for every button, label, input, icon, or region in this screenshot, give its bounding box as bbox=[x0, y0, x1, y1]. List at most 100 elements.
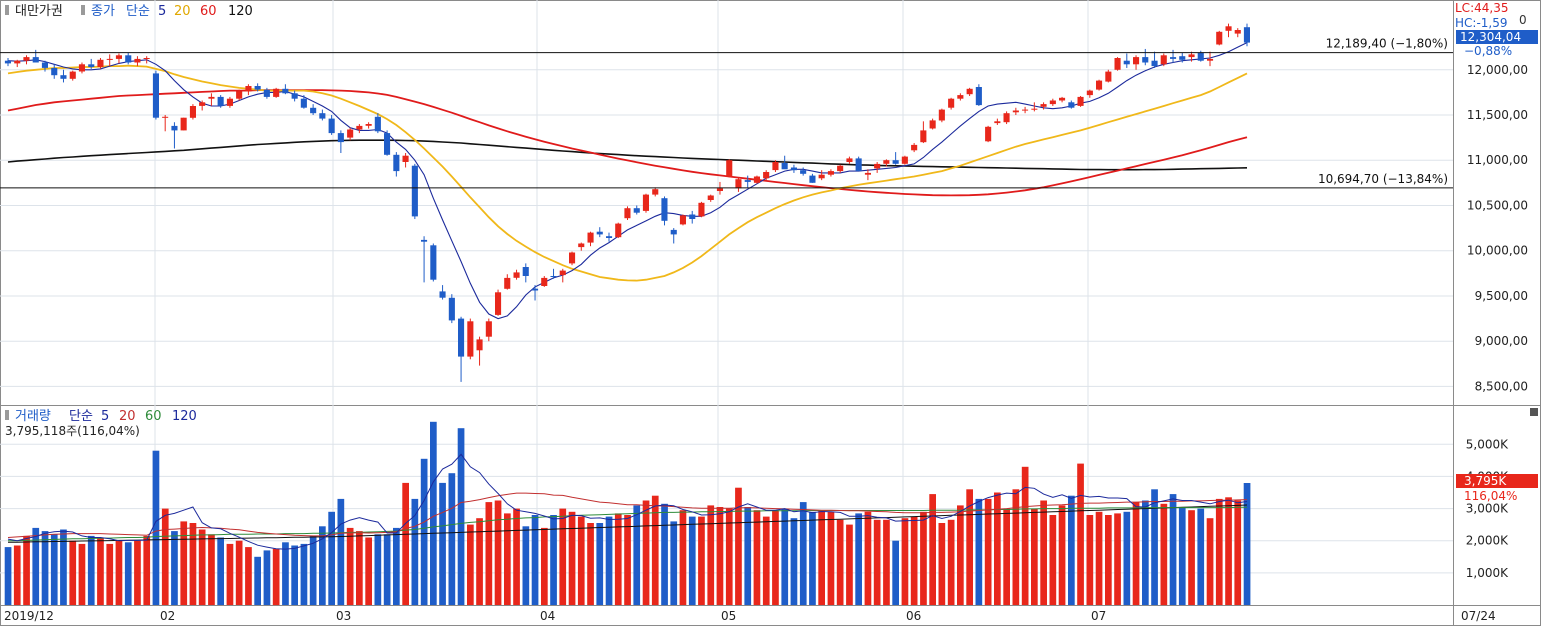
candle-body[interactable] bbox=[1114, 58, 1121, 70]
volume-bar[interactable] bbox=[226, 543, 234, 605]
candle-body[interactable] bbox=[189, 106, 196, 118]
candle-body[interactable] bbox=[41, 62, 48, 68]
volume-bar[interactable] bbox=[124, 542, 132, 605]
candle-body[interactable] bbox=[735, 179, 742, 189]
volume-bar[interactable] bbox=[485, 502, 493, 605]
volume-bar[interactable] bbox=[439, 482, 446, 605]
candle-body[interactable] bbox=[236, 91, 243, 99]
candle-body[interactable] bbox=[855, 158, 862, 172]
candle-body[interactable] bbox=[541, 277, 548, 286]
candle-body[interactable] bbox=[199, 102, 206, 106]
volume-bar[interactable] bbox=[457, 428, 465, 605]
volume-bar[interactable] bbox=[41, 531, 49, 605]
candle-body[interactable] bbox=[1012, 110, 1019, 113]
volume-bar[interactable] bbox=[208, 534, 215, 605]
volume-bar[interactable] bbox=[651, 495, 659, 605]
volume-bar[interactable] bbox=[1132, 502, 1140, 605]
volume-bar[interactable] bbox=[78, 543, 86, 605]
candle-body[interactable] bbox=[1003, 113, 1010, 123]
candle-body[interactable] bbox=[51, 68, 58, 76]
volume-bar[interactable] bbox=[134, 540, 141, 605]
candle-body[interactable] bbox=[920, 130, 927, 143]
volume-bar[interactable] bbox=[550, 515, 557, 605]
volume-bar[interactable] bbox=[328, 511, 335, 605]
candle-body[interactable] bbox=[781, 163, 788, 170]
candle-body[interactable] bbox=[550, 276, 557, 277]
candle-body[interactable] bbox=[1160, 55, 1167, 65]
candle-body[interactable] bbox=[661, 198, 668, 221]
volume-bar[interactable] bbox=[393, 527, 400, 605]
volume-bar[interactable] bbox=[171, 531, 178, 605]
volume-bar[interactable] bbox=[115, 540, 123, 605]
volume-bar[interactable] bbox=[1114, 513, 1121, 605]
volume-bar[interactable] bbox=[87, 535, 95, 605]
candle-body[interactable] bbox=[208, 96, 215, 99]
candle-body[interactable] bbox=[707, 195, 714, 201]
volume-bar[interactable] bbox=[688, 516, 696, 605]
candle-body[interactable] bbox=[495, 292, 502, 315]
volume-bar[interactable] bbox=[1169, 494, 1177, 605]
volume-bar[interactable] bbox=[587, 523, 594, 605]
volume-bar[interactable] bbox=[864, 511, 872, 605]
candle-body[interactable] bbox=[633, 208, 640, 213]
candle-body[interactable] bbox=[716, 188, 723, 191]
candle-body[interactable] bbox=[1059, 97, 1066, 101]
volume-bars[interactable] bbox=[4, 421, 1251, 606]
volume-bar[interactable] bbox=[411, 498, 419, 605]
volume-bar[interactable] bbox=[559, 508, 567, 605]
volume-bar[interactable] bbox=[818, 510, 825, 605]
volume-bar[interactable] bbox=[189, 523, 197, 605]
volume-bar[interactable] bbox=[1040, 500, 1047, 606]
volume-bar[interactable] bbox=[217, 537, 224, 606]
volume-bar[interactable] bbox=[1068, 495, 1075, 605]
candle-body[interactable] bbox=[1086, 90, 1093, 96]
volume-bar[interactable] bbox=[97, 537, 104, 606]
volume-bar[interactable] bbox=[827, 511, 835, 605]
candle-body[interactable] bbox=[78, 64, 85, 72]
volume-bar[interactable] bbox=[365, 537, 372, 606]
volume-bar[interactable] bbox=[531, 515, 539, 605]
candle-body[interactable] bbox=[957, 95, 964, 99]
volume-bar[interactable] bbox=[855, 513, 862, 605]
volume-bar[interactable] bbox=[1058, 505, 1066, 605]
candle-body[interactable] bbox=[800, 170, 807, 174]
candle-body[interactable] bbox=[23, 57, 30, 61]
volume-bar[interactable] bbox=[633, 505, 641, 605]
candle-body[interactable] bbox=[809, 175, 816, 183]
candle-body[interactable] bbox=[513, 272, 520, 278]
volume-bar[interactable] bbox=[245, 547, 252, 605]
volume-bar[interactable] bbox=[254, 556, 261, 605]
volume-bar[interactable] bbox=[300, 543, 308, 605]
candle-body[interactable] bbox=[1234, 30, 1241, 34]
candle-body[interactable] bbox=[69, 71, 76, 79]
volume-bar[interactable] bbox=[4, 547, 12, 605]
candle-body[interactable] bbox=[1170, 57, 1177, 59]
volume-bar[interactable] bbox=[568, 511, 576, 605]
candle-body[interactable] bbox=[300, 98, 307, 108]
candle-body[interactable] bbox=[864, 172, 871, 175]
volume-bar[interactable] bbox=[698, 516, 705, 605]
candle-body[interactable] bbox=[226, 98, 233, 106]
volume-bar[interactable] bbox=[476, 518, 483, 605]
candle-body[interactable] bbox=[790, 167, 797, 171]
volume-bar[interactable] bbox=[161, 508, 169, 605]
volume-bar[interactable] bbox=[1215, 498, 1223, 605]
volume-bar[interactable] bbox=[1188, 510, 1195, 605]
volume-bar[interactable] bbox=[772, 510, 779, 605]
candle-body[interactable] bbox=[911, 144, 918, 151]
volume-bar[interactable] bbox=[1031, 508, 1038, 605]
volume-bar[interactable] bbox=[1012, 489, 1020, 605]
volume-bar[interactable] bbox=[198, 529, 206, 606]
volume-bar[interactable] bbox=[883, 519, 890, 605]
volume-bar[interactable] bbox=[448, 473, 456, 605]
candle-body[interactable] bbox=[421, 239, 428, 242]
legend-handle-icon[interactable] bbox=[5, 5, 9, 15]
candle-body[interactable] bbox=[310, 107, 317, 114]
candle-body[interactable] bbox=[772, 162, 779, 171]
volume-bar[interactable] bbox=[1178, 507, 1186, 605]
candle-body[interactable] bbox=[522, 267, 529, 276]
volume-bar[interactable] bbox=[920, 511, 927, 605]
volume-bar[interactable] bbox=[790, 518, 798, 605]
candle-body[interactable] bbox=[569, 252, 576, 264]
